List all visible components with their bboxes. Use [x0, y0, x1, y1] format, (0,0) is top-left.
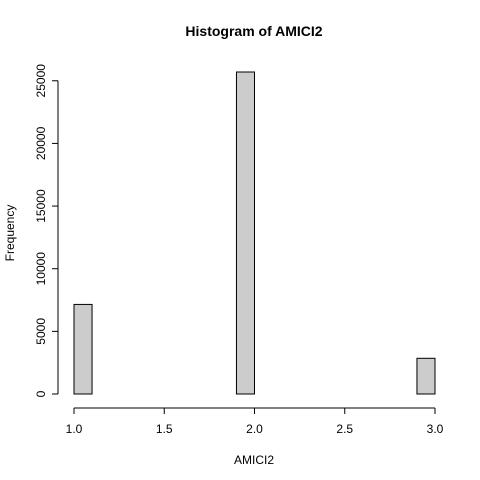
histogram-bar	[73, 303, 93, 395]
x-axis-label: AMICI2	[234, 453, 274, 467]
y-axis-label: Frequency	[3, 205, 17, 262]
y-tick-label: 15000	[34, 189, 48, 223]
histogram-bar	[416, 357, 436, 395]
x-tick-label: 1.5	[156, 422, 173, 436]
x-axis: 1.0 1.5 2.0 2.5 3.0	[66, 407, 444, 436]
y-tick-label: 20000	[34, 126, 48, 160]
y-axis: 0 5000 10000 15000 20000 25000	[34, 64, 59, 397]
y-tick-label: 25000	[34, 64, 48, 98]
bars-group	[73, 71, 436, 395]
x-tick-label: 2.5	[336, 422, 353, 436]
x-tick-label: 1.0	[66, 422, 83, 436]
x-tick-label: 3.0	[427, 422, 444, 436]
y-tick-label: 10000	[34, 252, 48, 286]
chart-title: Histogram of AMICI2	[185, 23, 322, 39]
histogram-bar	[235, 71, 255, 395]
x-tick-label: 2.0	[246, 422, 263, 436]
y-tick-label: 5000	[34, 318, 48, 345]
y-tick-label: 0	[34, 390, 48, 397]
